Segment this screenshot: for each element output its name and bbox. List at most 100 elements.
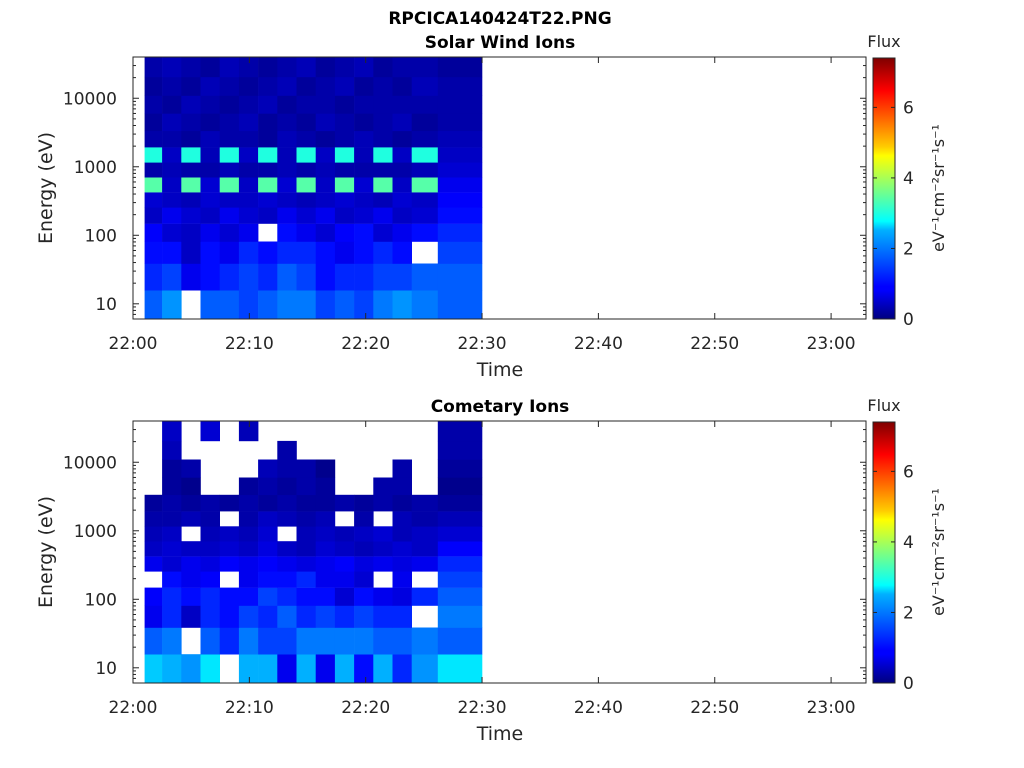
heatmap-cell (200, 587, 220, 606)
heatmap-cell (354, 57, 374, 78)
heatmap-cell (162, 459, 182, 478)
heatmap-cell (315, 223, 336, 242)
heatmap-cell (144, 162, 163, 178)
heatmap-cell (315, 113, 336, 132)
heatmap-cell (238, 494, 259, 512)
heatmap-cell (144, 147, 163, 163)
heatmap-cell (277, 57, 297, 78)
heatmap-cell (411, 130, 439, 148)
heatmap-cell (200, 130, 220, 148)
heatmap-cell (437, 207, 483, 224)
heatmap-cell (437, 76, 483, 96)
heatmap-cells (144, 421, 483, 684)
heatmap-cell (315, 511, 336, 527)
heatmap-cell (392, 571, 412, 588)
heatmap-cell (219, 627, 240, 655)
heatmap-cell (296, 147, 316, 163)
heatmap-cell (144, 587, 163, 606)
heatmap-cell (354, 587, 374, 606)
heatmap-cell (334, 223, 355, 242)
heatmap-cell (144, 241, 163, 264)
heatmap-cell (392, 459, 412, 478)
heatmap-cell (296, 263, 316, 291)
heatmap-cell (334, 130, 355, 148)
heatmap-cell (277, 556, 297, 572)
heatmap-cell (258, 130, 278, 148)
heatmap-cell (392, 654, 412, 684)
heatmap-cell (315, 241, 336, 264)
heatmap-cell (200, 162, 220, 178)
heatmap-cell (181, 571, 201, 588)
heatmap-cell (296, 605, 316, 628)
x-tick-label: 22:20 (341, 334, 390, 354)
y-tick-label: 100 (85, 590, 117, 610)
heatmap-cell (162, 511, 182, 527)
heatmap-cell (437, 263, 483, 291)
x-tick-label: 22:00 (109, 334, 158, 354)
heatmap-cell (354, 147, 374, 163)
heatmap-cell (354, 95, 374, 114)
heatmap-cell (373, 113, 393, 132)
heatmap-cell (296, 130, 316, 148)
heatmap-cell (219, 130, 240, 148)
heatmap-cell (437, 440, 483, 460)
heatmap-cell (437, 241, 483, 264)
heatmap-cell (392, 76, 412, 96)
heatmap-cell (373, 263, 393, 291)
heatmap-cell (238, 605, 259, 628)
y-axis-label: Energy (eV) (35, 496, 57, 608)
heatmap-cell (162, 147, 182, 163)
heatmap-cell (200, 57, 220, 78)
heatmap-cell (373, 162, 393, 178)
heatmap-cell (200, 605, 220, 628)
colorbar-gradient (872, 57, 896, 320)
heatmap-cell (392, 494, 412, 512)
heatmap-cell (437, 511, 483, 527)
heatmap-cell (354, 263, 374, 291)
heatmap-cell (200, 95, 220, 114)
heatmap-cell (392, 477, 412, 496)
heatmap-cell (354, 556, 374, 572)
heatmap-cell (181, 477, 201, 496)
heatmap-cell (315, 587, 336, 606)
heatmap-cell (219, 241, 240, 264)
heatmap-cell (181, 57, 201, 78)
heatmap-cell (411, 57, 439, 78)
heatmap-cell (437, 113, 483, 132)
heatmap-cell (200, 113, 220, 132)
heatmap-cell (392, 241, 412, 264)
heatmap-cell (373, 477, 393, 496)
heatmap-cell (315, 494, 336, 512)
heatmap-cell (219, 494, 240, 512)
heatmap-cell (181, 605, 201, 628)
heatmap-cell (315, 162, 336, 178)
heatmap-cell (296, 290, 316, 320)
colorbar-tick-label: 0 (903, 674, 914, 694)
colorbar: Flux eV⁻¹cm⁻²sr⁻¹s⁻¹ 0 2 4 6 (867, 32, 948, 330)
heatmap-cell (296, 511, 316, 527)
heatmap-cell (315, 627, 336, 655)
heatmap-cell (411, 147, 439, 163)
x-axis: 22:00 22:10 22:20 22:30 22:40 22:50 23:00 (109, 57, 856, 354)
heatmap-cell (392, 263, 412, 291)
heatmap-cell (238, 587, 259, 606)
heatmap-cell (162, 587, 182, 606)
heatmap-cell (219, 95, 240, 114)
heatmap-cell (144, 605, 163, 628)
heatmap-cell (373, 76, 393, 96)
heatmap-cell (258, 192, 278, 208)
heatmap-cell (437, 627, 483, 655)
chart-title: Solar Wind Ions (425, 33, 576, 53)
heatmap-cell (411, 587, 439, 606)
heatmap-cell (296, 113, 316, 132)
heatmap-cell (373, 207, 393, 224)
heatmap-cell (258, 571, 278, 588)
heatmap-cell (334, 556, 355, 572)
heatmap-cell (277, 494, 297, 512)
heatmap-cell (334, 162, 355, 178)
heatmap-cell (181, 511, 201, 527)
heatmap-cell (296, 192, 316, 208)
heatmap-cell (392, 95, 412, 114)
heatmap-cell (200, 241, 220, 264)
x-tick-label: 22:40 (574, 698, 623, 718)
